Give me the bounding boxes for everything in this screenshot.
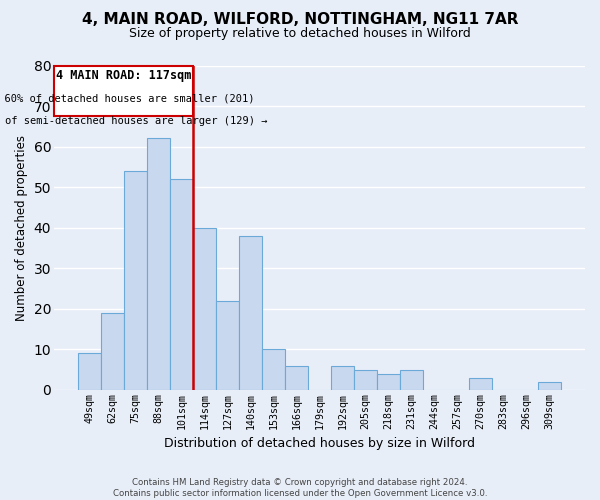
Bar [377,374,400,390]
Bar [469,378,492,390]
Bar [239,236,262,390]
Text: Size of property relative to detached houses in Wilford: Size of property relative to detached ho… [129,28,471,40]
Bar [78,354,101,390]
Y-axis label: Number of detached properties: Number of detached properties [15,134,28,320]
Bar [354,370,377,390]
Text: 4, MAIN ROAD, WILFORD, NOTTINGHAM, NG11 7AR: 4, MAIN ROAD, WILFORD, NOTTINGHAM, NG11 … [82,12,518,28]
Bar [400,370,423,390]
X-axis label: Distribution of detached houses by size in Wilford: Distribution of detached houses by size … [164,437,475,450]
Bar [538,382,561,390]
Bar [285,366,308,390]
Bar [124,171,147,390]
Bar [147,138,170,390]
Bar [262,350,285,390]
Text: 39% of semi-detached houses are larger (129) →: 39% of semi-detached houses are larger (… [0,116,267,126]
Text: 4 MAIN ROAD: 117sqm: 4 MAIN ROAD: 117sqm [56,68,191,82]
FancyBboxPatch shape [54,66,193,116]
Bar [216,300,239,390]
Bar [193,228,216,390]
Bar [101,313,124,390]
Bar [331,366,354,390]
Bar [170,179,193,390]
Text: ← 60% of detached houses are smaller (201): ← 60% of detached houses are smaller (20… [0,93,255,103]
Text: Contains HM Land Registry data © Crown copyright and database right 2024.
Contai: Contains HM Land Registry data © Crown c… [113,478,487,498]
